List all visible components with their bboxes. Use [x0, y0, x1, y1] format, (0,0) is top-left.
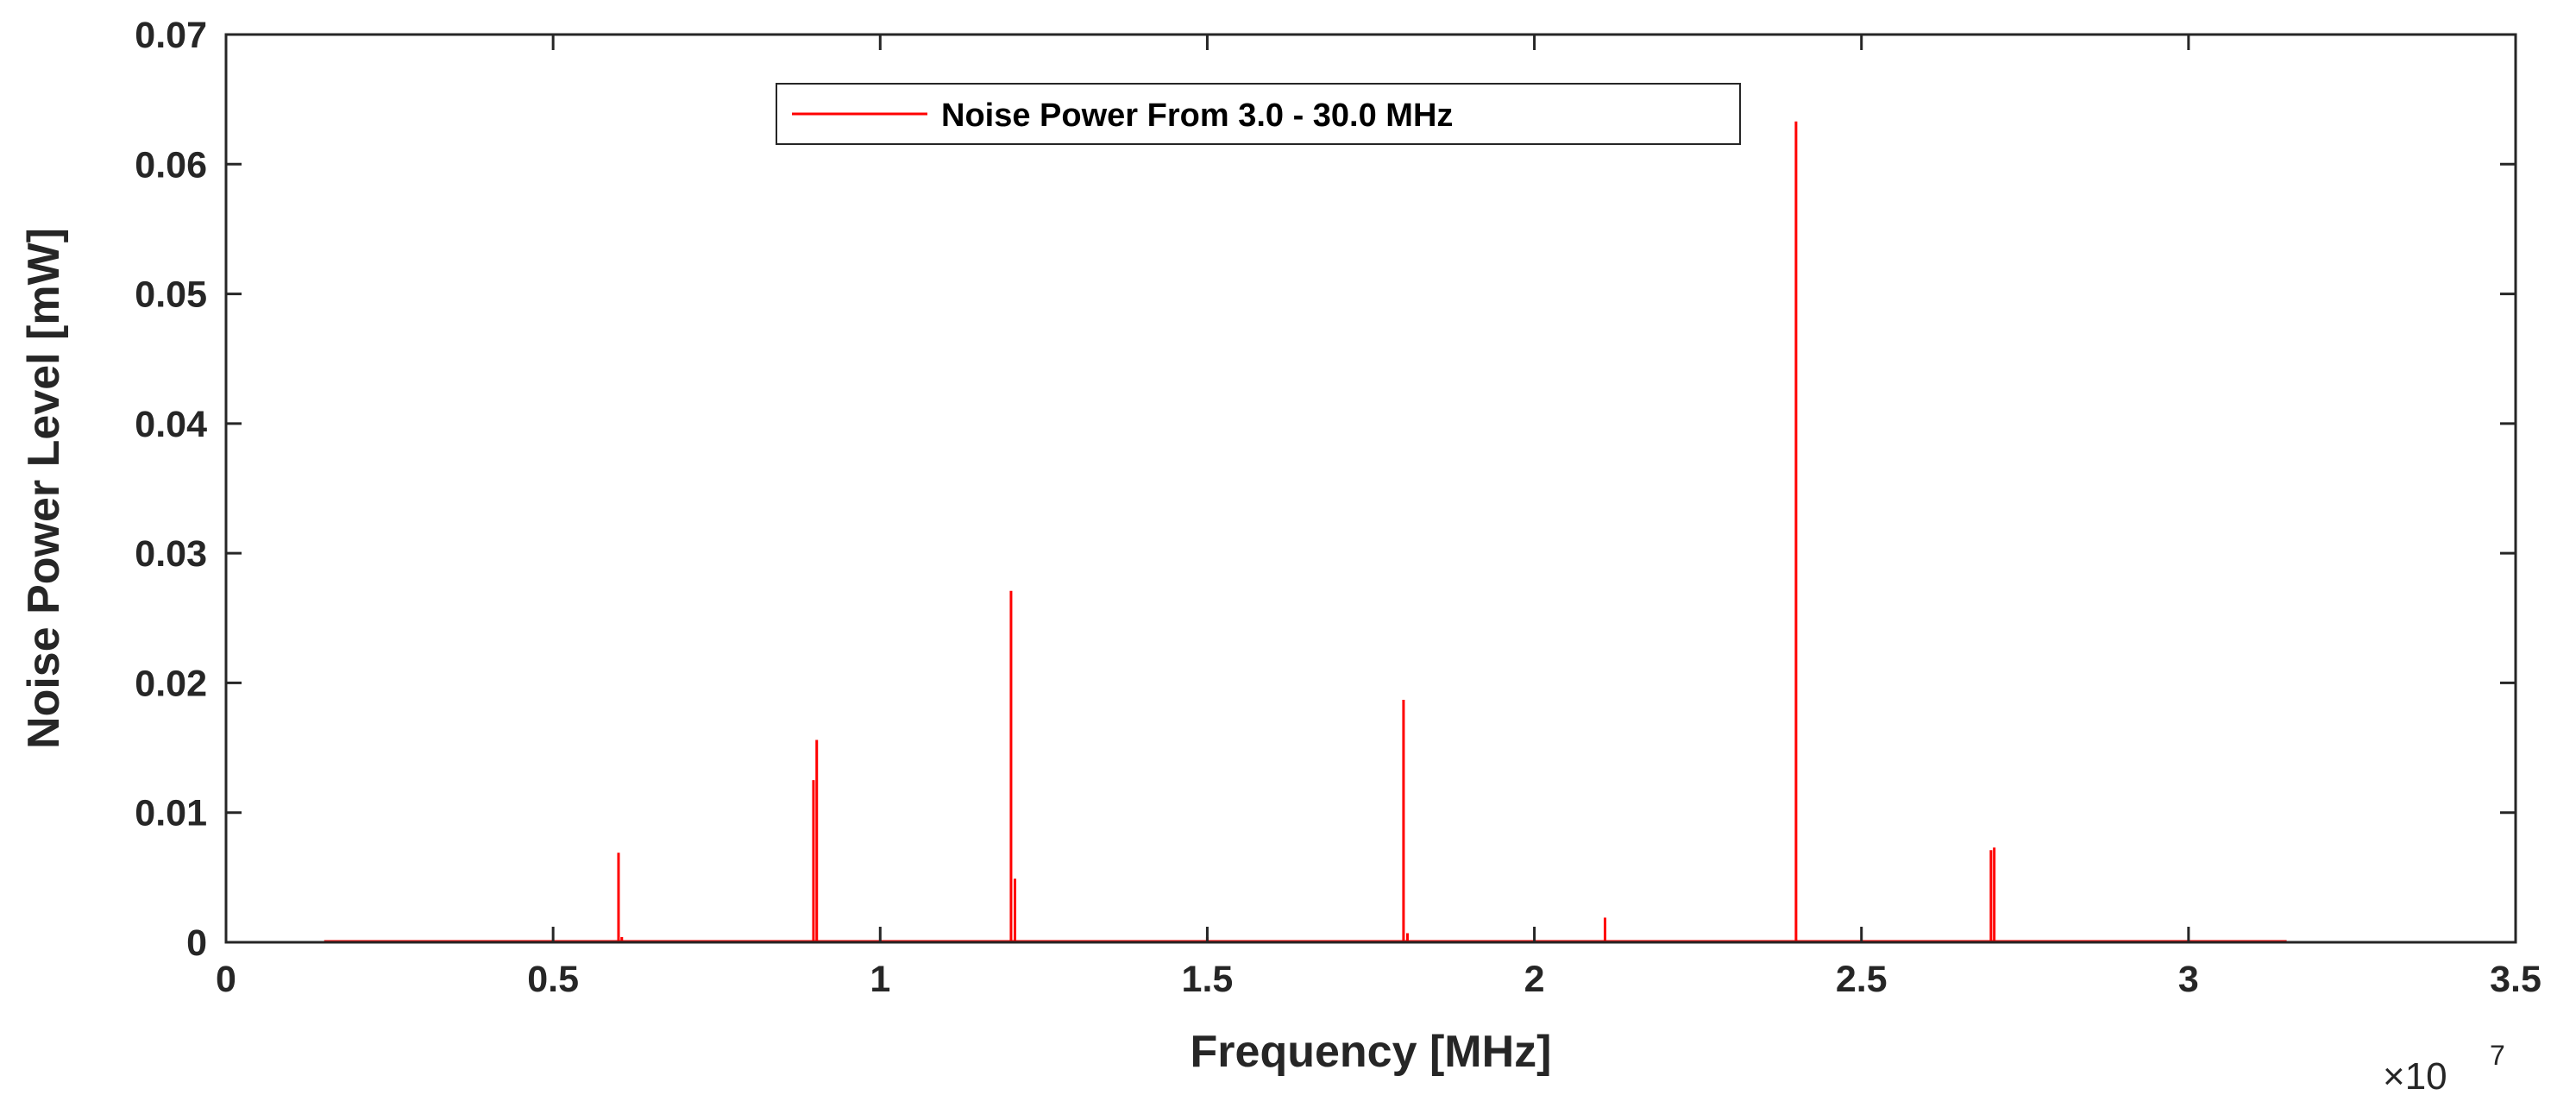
- x-tick-label: 3: [2178, 959, 2199, 1000]
- x-tick-label: 1.5: [1182, 959, 1234, 1000]
- series-layer: [324, 121, 2287, 943]
- ticks-layer: 0 0.5 1 1.5 2 2.5 3 3.5 0 0.01 0.02 0.03 0.04 0.05 0.0…: [135, 15, 2541, 1000]
- y-tick-label: 0.06: [135, 144, 207, 186]
- x-tick-label: 3.5: [2490, 959, 2541, 1000]
- y-axis-label: Noise Power Level [mW]: [19, 228, 69, 749]
- legend: Noise Power From 3.0 - 30.0 MHz: [776, 83, 1741, 145]
- x-exponent-power: 7: [2490, 1040, 2505, 1071]
- y-tick-label: 0.03: [135, 533, 207, 575]
- legend-box: [776, 83, 1741, 145]
- y-tick-label: 0.02: [135, 663, 207, 704]
- x-tick-label: 2.5: [1836, 959, 1888, 1000]
- x-axis-label: Frequency [MHz]: [1191, 1027, 1552, 1077]
- x-tick-label: 1: [870, 959, 890, 1000]
- x-axis-exponent: ×10 7: [2383, 1040, 2505, 1095]
- x-tick-label: 0: [216, 959, 236, 1000]
- legend-label: Noise Power From 3.0 - 30.0 MHz: [941, 98, 1453, 134]
- x-tick-label: 2: [1524, 959, 1545, 1000]
- x-exponent-base: ×10: [2383, 1055, 2447, 1095]
- y-tick-label: 0.05: [135, 274, 207, 316]
- y-tick-label: 0.04: [135, 404, 207, 445]
- y-tick-label: 0.01: [135, 793, 207, 834]
- series-line: [324, 121, 2287, 943]
- y-tick-label: 0.07: [135, 15, 207, 56]
- y-tick-label: 0: [186, 922, 207, 964]
- x-tick-label: 0.5: [527, 959, 579, 1000]
- axes-box: [224, 33, 2517, 944]
